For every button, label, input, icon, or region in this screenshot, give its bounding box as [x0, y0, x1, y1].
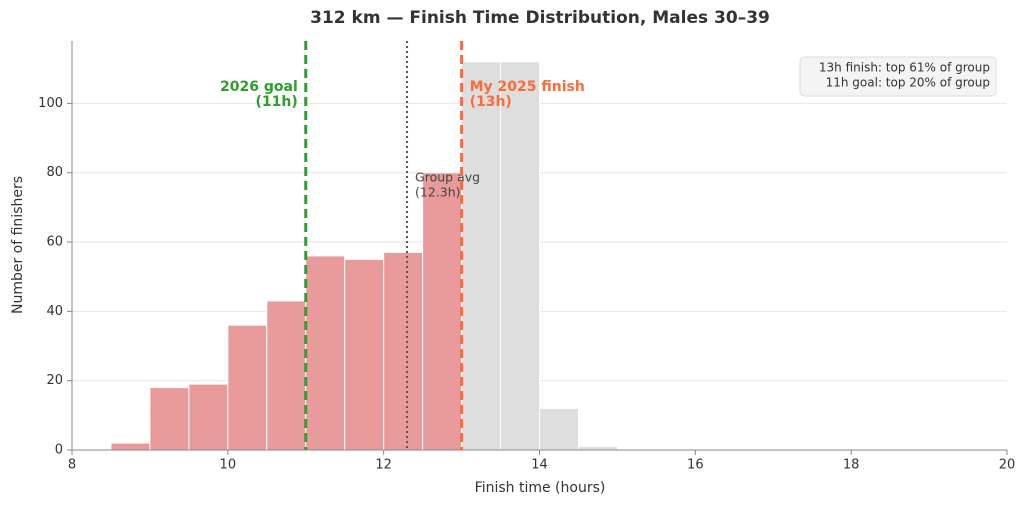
x-tick-label: 18 — [843, 458, 860, 473]
info-text: 11h goal: top 20% of group — [826, 76, 990, 90]
x-tick-label: 10 — [220, 458, 237, 473]
bar — [577, 446, 618, 451]
x-tick-label: 20 — [999, 458, 1016, 473]
reference-label: (11h) — [256, 94, 298, 110]
reference-label: (12.3h) — [415, 185, 461, 200]
y-axis-label: Number of finishers — [10, 176, 26, 314]
bar — [344, 258, 385, 451]
x-tick-label: 14 — [531, 458, 548, 473]
y-tick-label: 100 — [38, 96, 63, 111]
reference-label: (13h) — [470, 94, 512, 110]
bar — [110, 442, 151, 451]
bar — [422, 172, 463, 451]
reference-label: My 2025 finish — [470, 79, 585, 95]
y-tick-label: 40 — [46, 304, 63, 319]
x-axis-label: Finish time (hours) — [475, 480, 606, 496]
bar — [266, 300, 307, 451]
x-tick-label: 8 — [68, 458, 76, 473]
bar — [305, 255, 346, 451]
y-tick-label: 80 — [46, 165, 63, 180]
reference-label: Group avg — [415, 170, 480, 185]
x-tick-label: 16 — [687, 458, 704, 473]
y-tick-label: 0 — [55, 443, 63, 458]
bar — [500, 61, 540, 451]
reference-label: 2026 goal — [220, 79, 298, 95]
x-tick-label: 12 — [375, 458, 392, 473]
info-text: 13h finish: top 61% of group — [819, 61, 990, 75]
bar — [227, 324, 268, 451]
bar — [149, 387, 190, 451]
bar — [188, 383, 229, 451]
bar — [539, 407, 579, 451]
chart-title: 312 km — Finish Time Distribution, Males… — [310, 8, 770, 28]
y-tick-label: 60 — [46, 235, 63, 250]
bar — [383, 251, 424, 451]
y-tick-label: 20 — [46, 373, 63, 388]
bar — [461, 61, 502, 451]
info-box — [799, 56, 997, 97]
